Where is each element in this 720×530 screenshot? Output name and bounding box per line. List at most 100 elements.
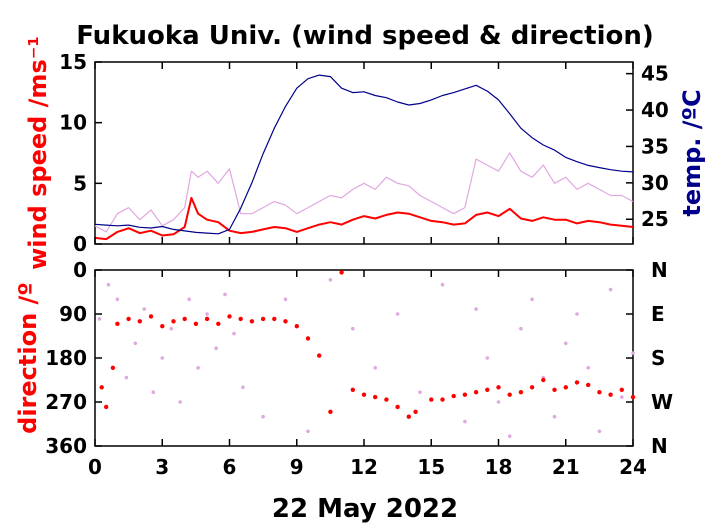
direction-mean-point — [574, 380, 580, 385]
direction-mean-point — [227, 314, 232, 319]
direction-scatter-point — [496, 400, 501, 404]
direction-scatter-point — [418, 390, 422, 395]
direction-mean-point — [529, 385, 535, 390]
direction-mean-point — [148, 314, 154, 319]
direction-mean-point — [619, 387, 624, 392]
direction-scatter-point — [306, 429, 310, 434]
direction-mean-point — [440, 397, 445, 402]
direction-mean-point — [110, 365, 116, 370]
direction-mean-point — [361, 392, 367, 397]
direction-mean-point — [413, 409, 418, 414]
direction-mean-point — [160, 324, 165, 329]
direction-mean-point — [339, 270, 344, 275]
direction-scatter-point — [214, 346, 218, 351]
wind-speed-series-group — [94, 74, 634, 241]
direction-mean-point — [608, 392, 613, 397]
compass-tick-label: N — [651, 434, 668, 458]
temperature-tick-label: 35 — [641, 134, 669, 158]
direction-tick-label: 360 — [45, 434, 87, 458]
temperature-tick-label: 25 — [641, 207, 669, 231]
direction-mean-point — [485, 387, 490, 392]
direction-scatter-point — [575, 312, 579, 316]
direction-tick-label: 270 — [45, 390, 87, 414]
direction-scatter-point — [474, 307, 478, 311]
direction-scatter-point — [169, 326, 173, 331]
direction-mean-point — [104, 404, 109, 410]
direction-mean-point — [630, 394, 636, 400]
direction-scatter-point — [124, 375, 129, 380]
direction-mean-point — [99, 385, 104, 390]
direction-scatter-point — [151, 390, 156, 395]
direction-scatter-point — [115, 297, 120, 302]
direction-mean-point — [350, 387, 355, 392]
direction-scatter-point — [564, 341, 568, 346]
direction-mean-point — [294, 324, 299, 329]
direction-scatter-point — [485, 356, 490, 360]
direction-mean-point — [238, 316, 243, 322]
direction-mean-point — [462, 392, 468, 397]
x-tick-label: 18 — [485, 455, 513, 479]
direction-mean-point — [451, 393, 456, 399]
direction-scatter-point — [142, 307, 147, 311]
direction-scatter-point — [133, 341, 138, 346]
direction-scatter-point — [106, 282, 111, 287]
direction-mean-point — [429, 397, 434, 402]
direction-mean-point — [171, 319, 176, 324]
direction-mean-point — [328, 409, 333, 414]
direction-scatter-point — [440, 282, 445, 287]
direction-mean-point — [272, 316, 277, 322]
direction-tick-label: 0 — [73, 258, 87, 282]
direction-scatter-point — [261, 414, 265, 419]
direction-scatter-point — [507, 434, 512, 439]
direction-scatter-point — [160, 356, 165, 360]
compass-tick-label: W — [651, 390, 673, 414]
chart-title: Fukuoka Univ. (wind speed & direction) — [76, 21, 654, 51]
direction-scatter-point — [187, 297, 191, 302]
x-tick-label: 21 — [552, 455, 580, 479]
direction-scatter-point — [620, 395, 624, 399]
wind-speed-tick-label: 10 — [59, 111, 87, 135]
temperature-axis-label: temp. /ºC — [678, 89, 706, 216]
wind-speed-tick-label: 0 — [73, 232, 87, 256]
direction-panel: 0 N 90 E 180 S 270 W 360 N 0 3 6 9 12 15 18 21 24 directio… — [14, 258, 673, 479]
wind-speed-gust-line — [94, 152, 634, 233]
direction-axis: 0 N 90 E 180 S 270 W 360 N 0 3 6 9 12 15 18 21 24 — [45, 258, 673, 479]
direction-mean-point — [552, 387, 557, 392]
wind-speed-tick-label: 15 — [59, 50, 87, 74]
direction-scatter-point — [608, 287, 613, 292]
direction-scatter-point — [283, 297, 288, 302]
wind-speed-mean-line — [94, 196, 634, 241]
direction-mean-point — [204, 316, 210, 322]
x-tick-label: 9 — [290, 455, 304, 479]
direction-scatter-point — [519, 326, 523, 331]
direction-scatter-point — [631, 351, 635, 355]
direction-scatter-point — [241, 385, 245, 390]
direction-mean-point — [317, 353, 322, 358]
temperature-tick-label: 40 — [641, 98, 669, 122]
x-tick-label: 12 — [350, 455, 378, 479]
direction-scatter-point — [178, 400, 182, 404]
direction-mean-point — [193, 321, 199, 326]
direction-mean-point — [473, 390, 479, 395]
direction-scatter-point — [530, 297, 534, 302]
x-tick-label: 15 — [417, 455, 445, 479]
direction-scatter-point — [205, 312, 209, 316]
direction-mean-point — [496, 385, 501, 390]
wind-speed-panel: 0 5 10 15 25 30 35 40 45 wind speed /ms⁻¹ temp. … — [24, 36, 706, 270]
direction-mean-point — [395, 404, 400, 410]
direction-mean-point — [216, 321, 221, 326]
direction-scatter-point — [395, 312, 400, 316]
direction-mean-point — [249, 319, 255, 324]
direction-scatter-point — [552, 414, 557, 419]
direction-mean-point — [597, 390, 602, 395]
x-axis-label: 22 May 2022 — [272, 494, 458, 524]
direction-series-group — [97, 270, 636, 439]
direction-mean-point — [373, 394, 378, 400]
direction-mean-point — [563, 385, 568, 390]
compass-tick-label: S — [651, 346, 665, 370]
direction-mean-point — [137, 319, 142, 324]
direction-tick-label: 180 — [45, 346, 87, 370]
direction-plot-area — [94, 269, 634, 447]
temperature-line — [94, 74, 634, 235]
